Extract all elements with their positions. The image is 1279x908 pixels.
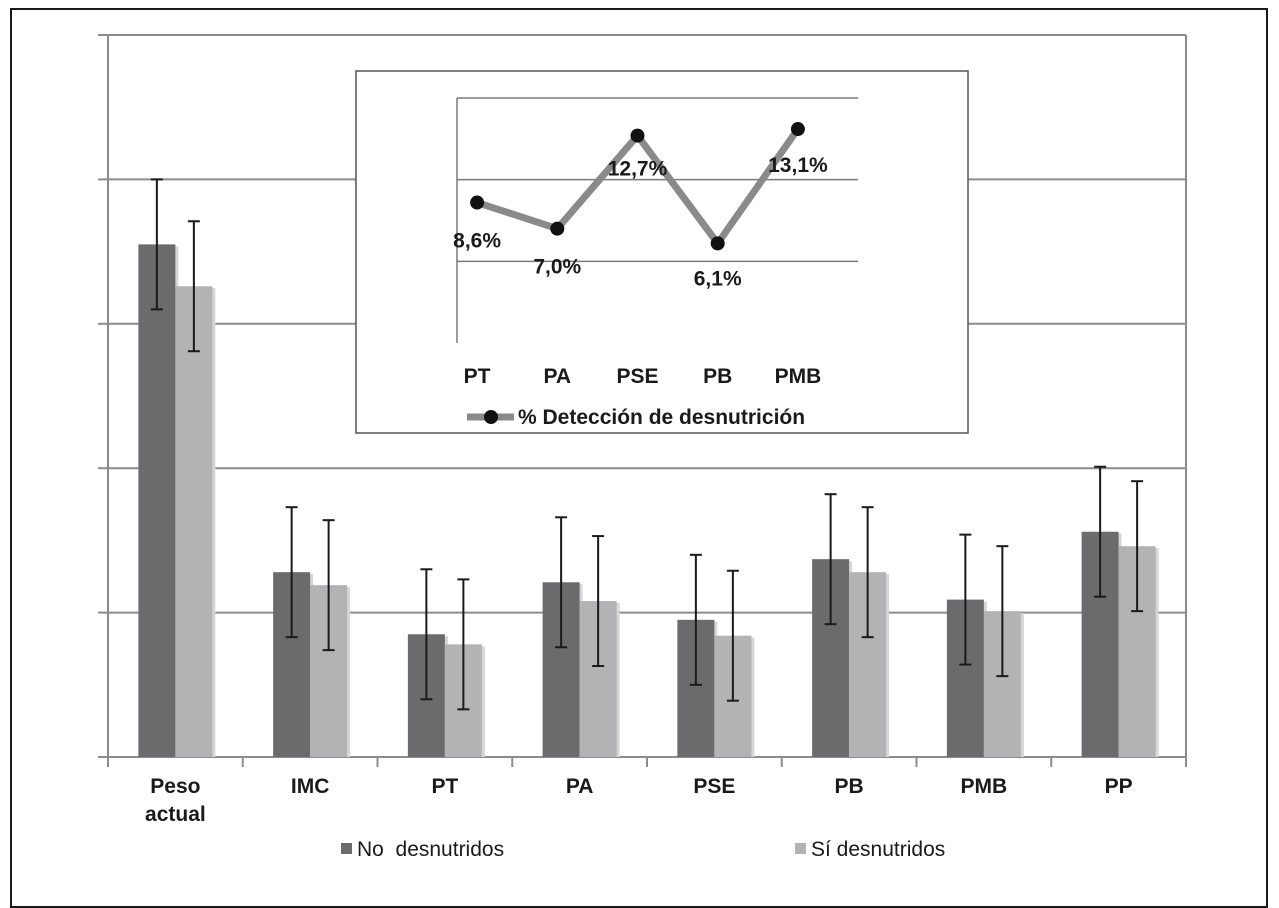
bar bbox=[138, 244, 176, 757]
inset-data-point bbox=[630, 128, 645, 143]
inset-x-tick-label: PMB bbox=[775, 365, 822, 388]
legend-label: Sí desnutridos bbox=[811, 838, 945, 861]
inset-data-label: 12,7% bbox=[608, 158, 668, 181]
inset-legend-label: % Detección de desnutrición bbox=[518, 406, 805, 429]
inset-data-point bbox=[710, 236, 725, 251]
x-tick-label: actual bbox=[145, 803, 206, 826]
inset-legend-marker bbox=[484, 410, 498, 424]
main-chart-bars bbox=[138, 244, 1159, 757]
x-tick-label: PSE bbox=[693, 775, 735, 798]
inset-data-label: 7,0% bbox=[533, 256, 581, 279]
x-tick-label: PA bbox=[566, 775, 594, 798]
legend-swatch bbox=[795, 843, 806, 854]
chart-figure: Peso actual IMC PT PA PSE PB PMB PP No desnutrid… bbox=[98, 34, 1187, 861]
main-chart-x-tick-labels: Peso actual IMC PT PA PSE PB PMB PP bbox=[145, 775, 1133, 826]
inset-line-chart: 8,6% 7,0% 12,7% 6,1% 13,1% PT PA PSE PB PMB % Dete… bbox=[355, 70, 969, 434]
x-tick-label: Peso bbox=[150, 775, 200, 798]
legend-label: No desnutridos bbox=[357, 838, 504, 861]
x-tick-label: PT bbox=[431, 775, 458, 798]
inset-x-tick-label: PSE bbox=[616, 365, 658, 388]
legend-swatch bbox=[341, 843, 352, 854]
main-chart-error-bars bbox=[150, 178, 1144, 711]
inset-frame bbox=[355, 70, 969, 434]
main-chart-legend: No desnutridos Sí desnutridos bbox=[341, 838, 945, 861]
inset-x-tick-label: PB bbox=[703, 365, 732, 388]
inset-data-point bbox=[790, 122, 805, 137]
inset-x-tick-label: PT bbox=[464, 365, 491, 388]
inset-data-point bbox=[470, 195, 485, 210]
inset-data-point bbox=[550, 221, 565, 236]
inset-data-label: 6,1% bbox=[694, 267, 742, 290]
inset-x-tick-label: PA bbox=[543, 365, 571, 388]
inset-data-label: 13,1% bbox=[768, 154, 828, 177]
inset-data-label: 8,6% bbox=[453, 230, 501, 253]
x-tick-label: PB bbox=[835, 775, 864, 798]
x-tick-label: PP bbox=[1105, 775, 1133, 798]
x-tick-label: PMB bbox=[961, 775, 1008, 798]
x-tick-label: IMC bbox=[291, 775, 330, 798]
bar bbox=[175, 286, 213, 757]
